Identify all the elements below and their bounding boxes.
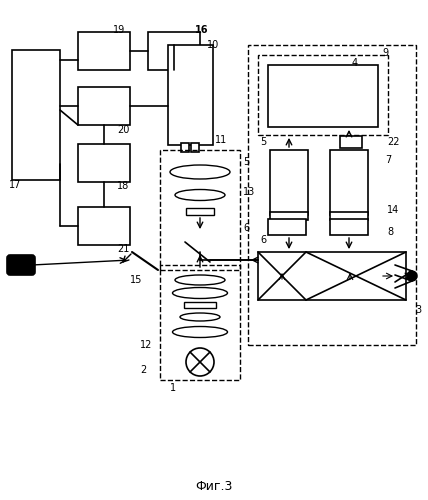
- Text: 17: 17: [9, 180, 21, 190]
- Text: 20: 20: [117, 125, 129, 135]
- Text: 9: 9: [382, 48, 388, 58]
- FancyBboxPatch shape: [258, 252, 406, 300]
- Circle shape: [16, 260, 26, 270]
- Text: 5: 5: [260, 137, 266, 147]
- FancyBboxPatch shape: [268, 219, 306, 235]
- FancyBboxPatch shape: [12, 50, 60, 180]
- FancyBboxPatch shape: [78, 87, 130, 125]
- Text: 6: 6: [260, 235, 266, 245]
- FancyBboxPatch shape: [270, 150, 308, 215]
- FancyBboxPatch shape: [184, 302, 216, 308]
- FancyBboxPatch shape: [268, 65, 378, 127]
- FancyBboxPatch shape: [148, 32, 200, 70]
- FancyBboxPatch shape: [78, 32, 130, 70]
- Text: 6: 6: [243, 223, 249, 233]
- Text: 10: 10: [207, 40, 219, 50]
- FancyBboxPatch shape: [270, 212, 308, 220]
- Ellipse shape: [175, 275, 225, 285]
- FancyBboxPatch shape: [181, 143, 189, 152]
- Ellipse shape: [172, 288, 228, 298]
- FancyBboxPatch shape: [168, 45, 213, 145]
- Text: 8: 8: [387, 227, 393, 237]
- FancyBboxPatch shape: [7, 255, 35, 275]
- FancyBboxPatch shape: [330, 212, 368, 220]
- FancyBboxPatch shape: [330, 219, 368, 235]
- Text: 4: 4: [352, 58, 358, 68]
- Text: 21: 21: [117, 244, 129, 254]
- Text: 22: 22: [387, 137, 399, 147]
- Text: 13: 13: [243, 187, 255, 197]
- Text: 2: 2: [140, 365, 146, 375]
- Text: 7: 7: [385, 155, 391, 165]
- Circle shape: [407, 271, 417, 281]
- FancyBboxPatch shape: [186, 208, 214, 215]
- Text: Фиг.3: Фиг.3: [195, 480, 233, 492]
- Ellipse shape: [175, 190, 225, 200]
- Text: 14: 14: [387, 205, 399, 215]
- Ellipse shape: [172, 326, 228, 338]
- Circle shape: [186, 348, 214, 376]
- Text: 15: 15: [130, 275, 143, 285]
- Text: 1: 1: [170, 383, 176, 393]
- FancyBboxPatch shape: [330, 150, 368, 215]
- Ellipse shape: [170, 165, 230, 179]
- Text: 3: 3: [415, 305, 421, 315]
- Text: 16: 16: [195, 25, 208, 35]
- FancyBboxPatch shape: [78, 144, 130, 182]
- Text: 19: 19: [113, 25, 125, 35]
- FancyBboxPatch shape: [340, 136, 362, 148]
- Text: 5: 5: [243, 157, 249, 167]
- Text: 18: 18: [117, 181, 129, 191]
- Text: 11: 11: [215, 135, 227, 145]
- FancyBboxPatch shape: [78, 207, 130, 245]
- FancyBboxPatch shape: [191, 143, 199, 152]
- Text: 12: 12: [140, 340, 152, 350]
- Ellipse shape: [180, 313, 220, 321]
